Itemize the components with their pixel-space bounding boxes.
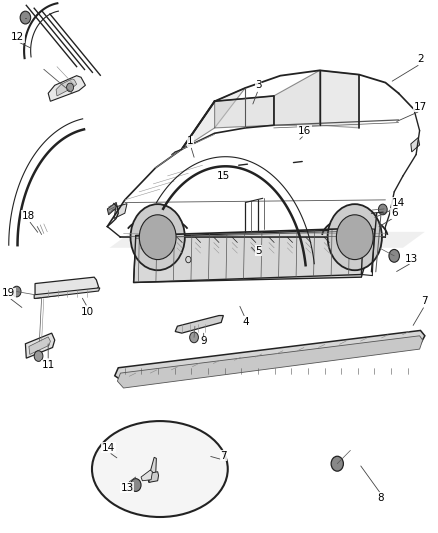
- Circle shape: [34, 351, 43, 361]
- Text: 12: 12: [11, 33, 24, 42]
- Polygon shape: [117, 336, 423, 388]
- Circle shape: [328, 204, 382, 270]
- Text: 5: 5: [255, 246, 262, 255]
- Text: 17: 17: [414, 102, 427, 111]
- Polygon shape: [48, 76, 85, 101]
- Text: 19: 19: [2, 288, 15, 298]
- Circle shape: [331, 456, 343, 471]
- Text: 18: 18: [22, 211, 35, 221]
- Text: 13: 13: [405, 254, 418, 263]
- Polygon shape: [56, 79, 77, 96]
- Circle shape: [378, 204, 387, 215]
- Circle shape: [336, 215, 373, 260]
- Polygon shape: [35, 277, 99, 298]
- Polygon shape: [25, 333, 55, 358]
- Circle shape: [20, 11, 31, 24]
- Polygon shape: [107, 203, 117, 215]
- Text: 14: 14: [392, 198, 405, 207]
- Polygon shape: [29, 337, 50, 354]
- Polygon shape: [110, 232, 425, 248]
- Polygon shape: [215, 96, 274, 128]
- Text: 1: 1: [187, 136, 194, 146]
- Text: 16: 16: [298, 126, 311, 135]
- Text: 10: 10: [81, 307, 94, 317]
- Text: 11: 11: [42, 360, 55, 370]
- Polygon shape: [274, 70, 320, 125]
- Text: 13: 13: [120, 483, 134, 492]
- Circle shape: [131, 479, 141, 491]
- Text: 4: 4: [242, 318, 249, 327]
- Text: 3: 3: [255, 80, 262, 90]
- Circle shape: [139, 215, 176, 260]
- Polygon shape: [182, 88, 245, 149]
- Polygon shape: [149, 472, 159, 482]
- Polygon shape: [34, 288, 100, 298]
- Text: 15: 15: [217, 171, 230, 181]
- Polygon shape: [134, 229, 374, 282]
- Ellipse shape: [92, 421, 228, 517]
- Circle shape: [389, 249, 399, 262]
- Text: 8: 8: [378, 494, 385, 503]
- Text: 14: 14: [102, 443, 115, 453]
- Text: 2: 2: [417, 54, 424, 63]
- Text: 7: 7: [220, 451, 227, 461]
- Circle shape: [131, 204, 185, 270]
- Text: 6: 6: [391, 208, 398, 218]
- Polygon shape: [114, 204, 127, 219]
- Polygon shape: [320, 70, 359, 128]
- Polygon shape: [115, 330, 425, 381]
- Circle shape: [190, 332, 198, 343]
- Text: 7: 7: [421, 296, 428, 306]
- Circle shape: [67, 83, 74, 92]
- Text: 9: 9: [200, 336, 207, 346]
- Polygon shape: [148, 457, 156, 482]
- Polygon shape: [141, 470, 152, 481]
- Polygon shape: [175, 316, 223, 333]
- Polygon shape: [411, 138, 420, 152]
- Circle shape: [12, 286, 21, 297]
